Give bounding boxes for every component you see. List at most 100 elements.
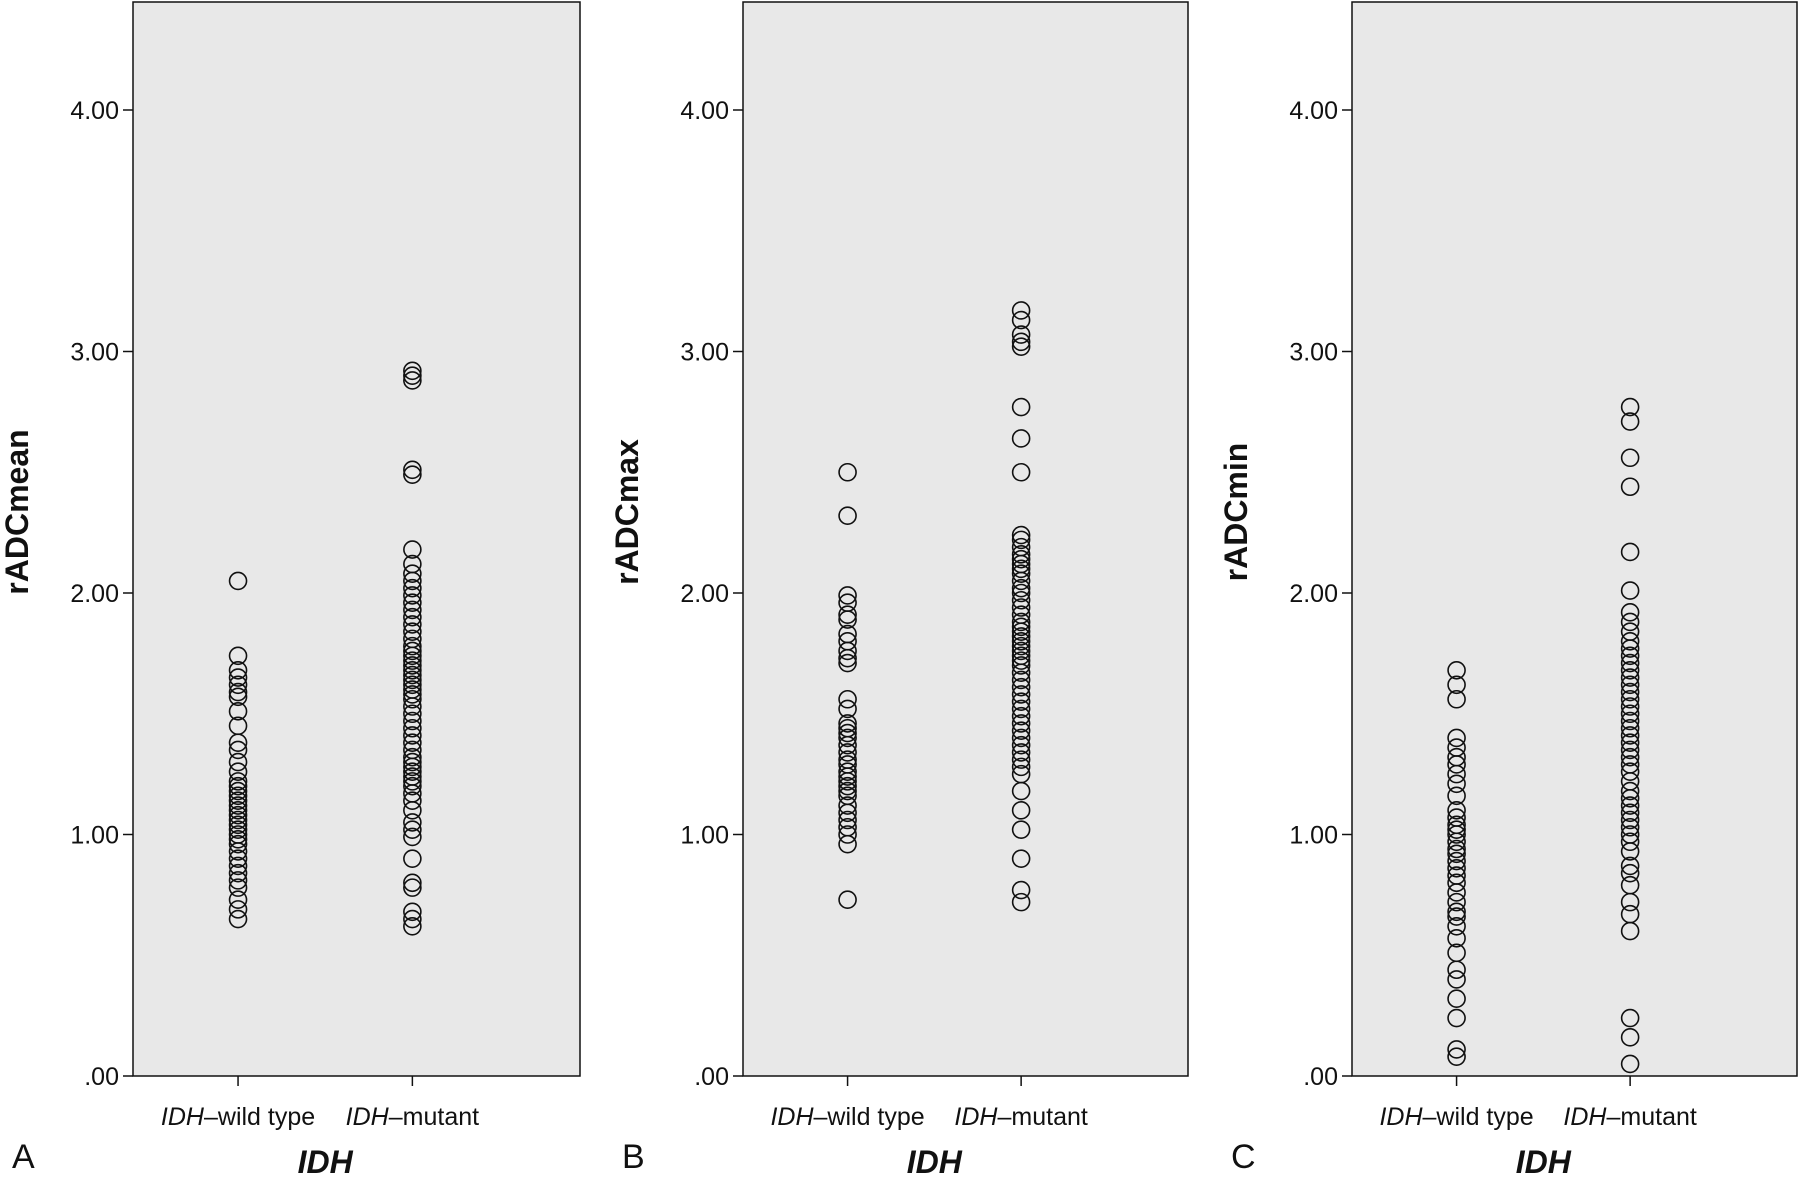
data-point bbox=[403, 651, 422, 670]
data-point bbox=[1011, 559, 1031, 579]
data-point bbox=[403, 718, 422, 738]
data-point bbox=[1620, 675, 1640, 695]
data-point bbox=[403, 600, 422, 620]
data-point bbox=[1620, 718, 1640, 738]
data-point bbox=[1011, 545, 1031, 564]
data-point bbox=[1011, 721, 1031, 740]
data-point bbox=[1447, 970, 1466, 989]
panel-label: B bbox=[622, 1138, 645, 1176]
data-point bbox=[228, 801, 248, 820]
data-point bbox=[1447, 825, 1466, 844]
y-tick-label: 2.00 bbox=[680, 580, 729, 608]
y-tick-label: .00 bbox=[694, 1063, 729, 1091]
data-point bbox=[838, 462, 857, 482]
data-point bbox=[1447, 820, 1466, 839]
data-point bbox=[403, 361, 422, 381]
data-point bbox=[1011, 641, 1031, 661]
data-point bbox=[1011, 397, 1031, 417]
data-point bbox=[228, 791, 248, 810]
data-point bbox=[838, 781, 857, 801]
data-point bbox=[403, 733, 422, 753]
data-point bbox=[1011, 583, 1031, 603]
data-point bbox=[1011, 685, 1031, 704]
data-point bbox=[1011, 714, 1031, 733]
data-point bbox=[1011, 706, 1031, 726]
data-point bbox=[403, 820, 422, 839]
data-point bbox=[838, 796, 857, 815]
y-tick-label: .00 bbox=[1303, 1063, 1338, 1091]
data-point bbox=[228, 675, 248, 695]
data-point bbox=[1620, 697, 1640, 716]
data-point bbox=[1620, 803, 1640, 823]
data-point bbox=[403, 689, 422, 709]
y-tick-label: 1.00 bbox=[680, 822, 729, 850]
y-tick-label: 3.00 bbox=[680, 339, 729, 367]
data-point bbox=[403, 697, 422, 716]
chart-panel-c: .00 1.00 2.00 3.00 4.00 IDH–wild type IDH–muta… bbox=[1218, 1, 1798, 1180]
data-point bbox=[838, 723, 857, 743]
data-point bbox=[1011, 429, 1031, 448]
data-point bbox=[228, 890, 248, 910]
data-point bbox=[838, 648, 857, 668]
data-point bbox=[228, 740, 248, 760]
data-point bbox=[228, 909, 248, 929]
data-point bbox=[1620, 892, 1640, 912]
data-point bbox=[1011, 663, 1031, 682]
data-point bbox=[838, 762, 857, 782]
data-point bbox=[403, 665, 422, 685]
data-point bbox=[228, 815, 248, 835]
data-point bbox=[838, 586, 857, 605]
data-point bbox=[403, 641, 422, 661]
data-point bbox=[403, 460, 422, 480]
y-tick-label: 2.00 bbox=[70, 580, 119, 608]
chart-panel-b: .00 1.00 2.00 3.00 4.00 IDH–wild type IDH–muta… bbox=[609, 1, 1189, 1180]
data-point bbox=[403, 757, 422, 777]
data-point bbox=[1011, 880, 1031, 900]
data-point bbox=[1011, 332, 1031, 352]
y-tick-label: 1.00 bbox=[1289, 822, 1338, 850]
plot-area bbox=[132, 1, 581, 1077]
y-tick-label: 2.00 bbox=[1289, 580, 1338, 608]
x-axis-title: IDH bbox=[907, 1144, 963, 1179]
x-category-label: IDH–wild type bbox=[770, 1103, 924, 1131]
data-point bbox=[1447, 851, 1466, 871]
y-tick-label: 4.00 bbox=[1289, 97, 1338, 125]
data-point bbox=[1011, 590, 1031, 610]
data-point bbox=[1620, 1054, 1640, 1074]
data-point bbox=[1447, 728, 1466, 748]
data-point bbox=[1620, 863, 1640, 883]
data-point bbox=[1620, 856, 1640, 876]
data-point bbox=[228, 668, 248, 687]
data-point bbox=[1011, 656, 1031, 675]
data-point bbox=[228, 786, 248, 806]
data-point bbox=[838, 772, 857, 791]
data-point bbox=[1011, 617, 1031, 637]
data-point bbox=[403, 772, 422, 791]
data-point bbox=[228, 762, 248, 782]
data-point bbox=[1011, 598, 1031, 617]
data-point bbox=[403, 849, 422, 868]
data-point bbox=[1620, 542, 1640, 562]
data-point bbox=[1620, 603, 1640, 622]
x-axis-title: IDH bbox=[1516, 1144, 1572, 1179]
data-point bbox=[1447, 839, 1466, 859]
y-axis-title: rADCmin bbox=[1218, 443, 1254, 582]
data-point bbox=[403, 873, 422, 893]
data-point bbox=[403, 747, 422, 767]
data-point bbox=[403, 762, 422, 782]
y-tick-label: .00 bbox=[84, 1063, 119, 1091]
data-point bbox=[1011, 525, 1031, 545]
data-point bbox=[1620, 653, 1640, 673]
data-point bbox=[1620, 704, 1640, 724]
data-point bbox=[228, 752, 248, 772]
data-point bbox=[1620, 646, 1640, 666]
data-point bbox=[403, 878, 422, 897]
x-category-label: IDH–mutant bbox=[954, 1103, 1087, 1131]
data-point bbox=[838, 699, 857, 719]
data-point bbox=[1011, 530, 1031, 550]
data-point bbox=[1447, 989, 1466, 1009]
data-point bbox=[1011, 677, 1031, 697]
data-point bbox=[1620, 796, 1640, 815]
y-tick-label: 4.00 bbox=[680, 97, 729, 125]
